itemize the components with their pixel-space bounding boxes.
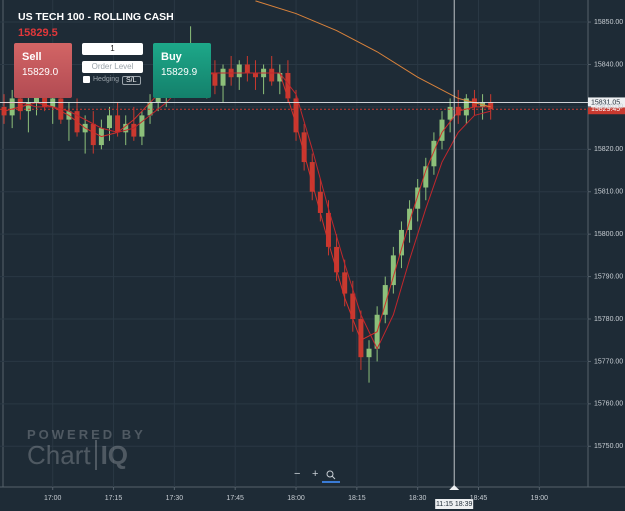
- y-tick-label: 15750.00: [594, 443, 623, 450]
- candle-body: [415, 187, 421, 209]
- candle-body: [285, 72, 291, 99]
- x-tick-label: 17:00: [44, 495, 62, 502]
- last-price: 15829.5: [18, 27, 58, 39]
- hedging-toggle[interactable]: Hedging: [83, 76, 119, 83]
- candle-body: [90, 123, 96, 146]
- x-tick-label: 17:15: [105, 495, 123, 502]
- candle-body: [106, 115, 112, 129]
- candle-body: [431, 140, 437, 167]
- hedging-label: Hedging: [93, 76, 120, 83]
- y-tick-label: 15760.00: [594, 401, 623, 408]
- y-tick-label: 15790.00: [594, 273, 623, 280]
- candle-body: [139, 115, 145, 137]
- candle-body: [269, 68, 275, 82]
- y-tick-label: 15770.00: [594, 358, 623, 365]
- candle-body: [147, 102, 153, 116]
- zoom-out[interactable]: −: [294, 468, 301, 480]
- x-tick-label: 19:00: [531, 495, 549, 502]
- crosshair-x-arrow: [449, 485, 460, 490]
- quantity-input[interactable]: 1: [82, 43, 143, 55]
- y-tick-label: 15820.00: [594, 146, 623, 153]
- candle-body: [382, 285, 388, 315]
- candle-body: [42, 94, 48, 107]
- watermark-line: POWERED BY: [27, 427, 146, 442]
- candle-body: [407, 208, 413, 230]
- y-tick-label: 15840.00: [594, 61, 623, 68]
- candle-body: [212, 72, 218, 86]
- candle-body: [301, 132, 307, 163]
- candle-body: [293, 98, 299, 133]
- checkbox[interactable]: [83, 76, 90, 83]
- crosshair-x-label: 11:15 18:39: [436, 501, 473, 508]
- candle-body: [244, 64, 250, 73]
- y-tick-label: 15780.00: [594, 316, 623, 323]
- y-tick-label: 15830.00: [594, 104, 623, 111]
- candle-body: [350, 293, 356, 320]
- candle-body: [131, 123, 137, 137]
- price-tag-label: 15829.45: [591, 106, 620, 113]
- crosshair-y-box: [588, 97, 625, 108]
- candle-body: [17, 98, 23, 112]
- candle-body: [277, 72, 283, 82]
- plot-area: [0, 0, 588, 487]
- buy-price: 15829.9: [161, 67, 198, 78]
- watermark-brand: Chart IQ: [27, 440, 129, 471]
- candle-body: [423, 166, 429, 188]
- candle-body: [309, 162, 315, 192]
- candle-body: [236, 64, 242, 78]
- y-tick-label: 15810.00: [594, 189, 623, 196]
- x-tick-label: 18:30: [409, 495, 427, 502]
- order-level-input[interactable]: Order Level: [82, 61, 143, 73]
- candle-body: [439, 119, 445, 141]
- candle-body: [390, 255, 396, 286]
- candle-body: [123, 123, 129, 133]
- y-tick-label: 15800.00: [594, 231, 623, 238]
- buy-button[interactable]: Buy 15829.9: [153, 43, 211, 98]
- sell-button[interactable]: Sell 15829.0: [14, 43, 72, 98]
- indicator-line: [4, 72, 491, 350]
- candle-body: [33, 94, 39, 103]
- x-tick-label: 17:45: [226, 495, 244, 502]
- indicator-line: [255, 0, 491, 108]
- zoom-reset[interactable]: [326, 470, 336, 480]
- crosshair-x-box: [435, 499, 474, 509]
- y-axis-bg: [588, 0, 625, 511]
- stop-loss-button[interactable]: S/L: [122, 76, 141, 85]
- candle-body: [115, 115, 121, 133]
- price-tag-bg: [588, 104, 625, 115]
- candle-body: [488, 102, 494, 110]
- candle-body: [25, 102, 31, 112]
- y-tick-label: 15850.00: [594, 19, 623, 26]
- candle-body: [325, 212, 331, 247]
- instrument-title: US TECH 100 - ROLLING CASH: [18, 11, 174, 23]
- candle-body: [398, 229, 404, 256]
- sell-price: 15829.0: [22, 67, 59, 78]
- candle-body: [334, 246, 340, 273]
- candle-body: [447, 106, 453, 120]
- x-tick-label: 18:45: [470, 495, 488, 502]
- x-tick-label: 18:15: [348, 495, 366, 502]
- zoom-in[interactable]: +: [312, 468, 319, 480]
- sell-label: Sell: [22, 51, 42, 63]
- brand: Chart: [27, 440, 91, 470]
- candle-body: [463, 98, 469, 116]
- x-tick-label: 18:00: [287, 495, 305, 502]
- x-tick-label: 17:30: [166, 495, 184, 502]
- zoom-underline: [322, 481, 340, 483]
- candle-body: [252, 72, 258, 78]
- candle-body: [220, 68, 226, 86]
- candle-body: [9, 98, 15, 116]
- candle-body: [366, 348, 372, 358]
- candle-body: [317, 191, 323, 213]
- buy-label: Buy: [161, 51, 182, 63]
- crosshair-y-label: 15831.05: [591, 99, 620, 106]
- candle-body: [342, 272, 348, 294]
- brand-suffix: IQ: [94, 440, 129, 470]
- candle-body: [358, 319, 364, 358]
